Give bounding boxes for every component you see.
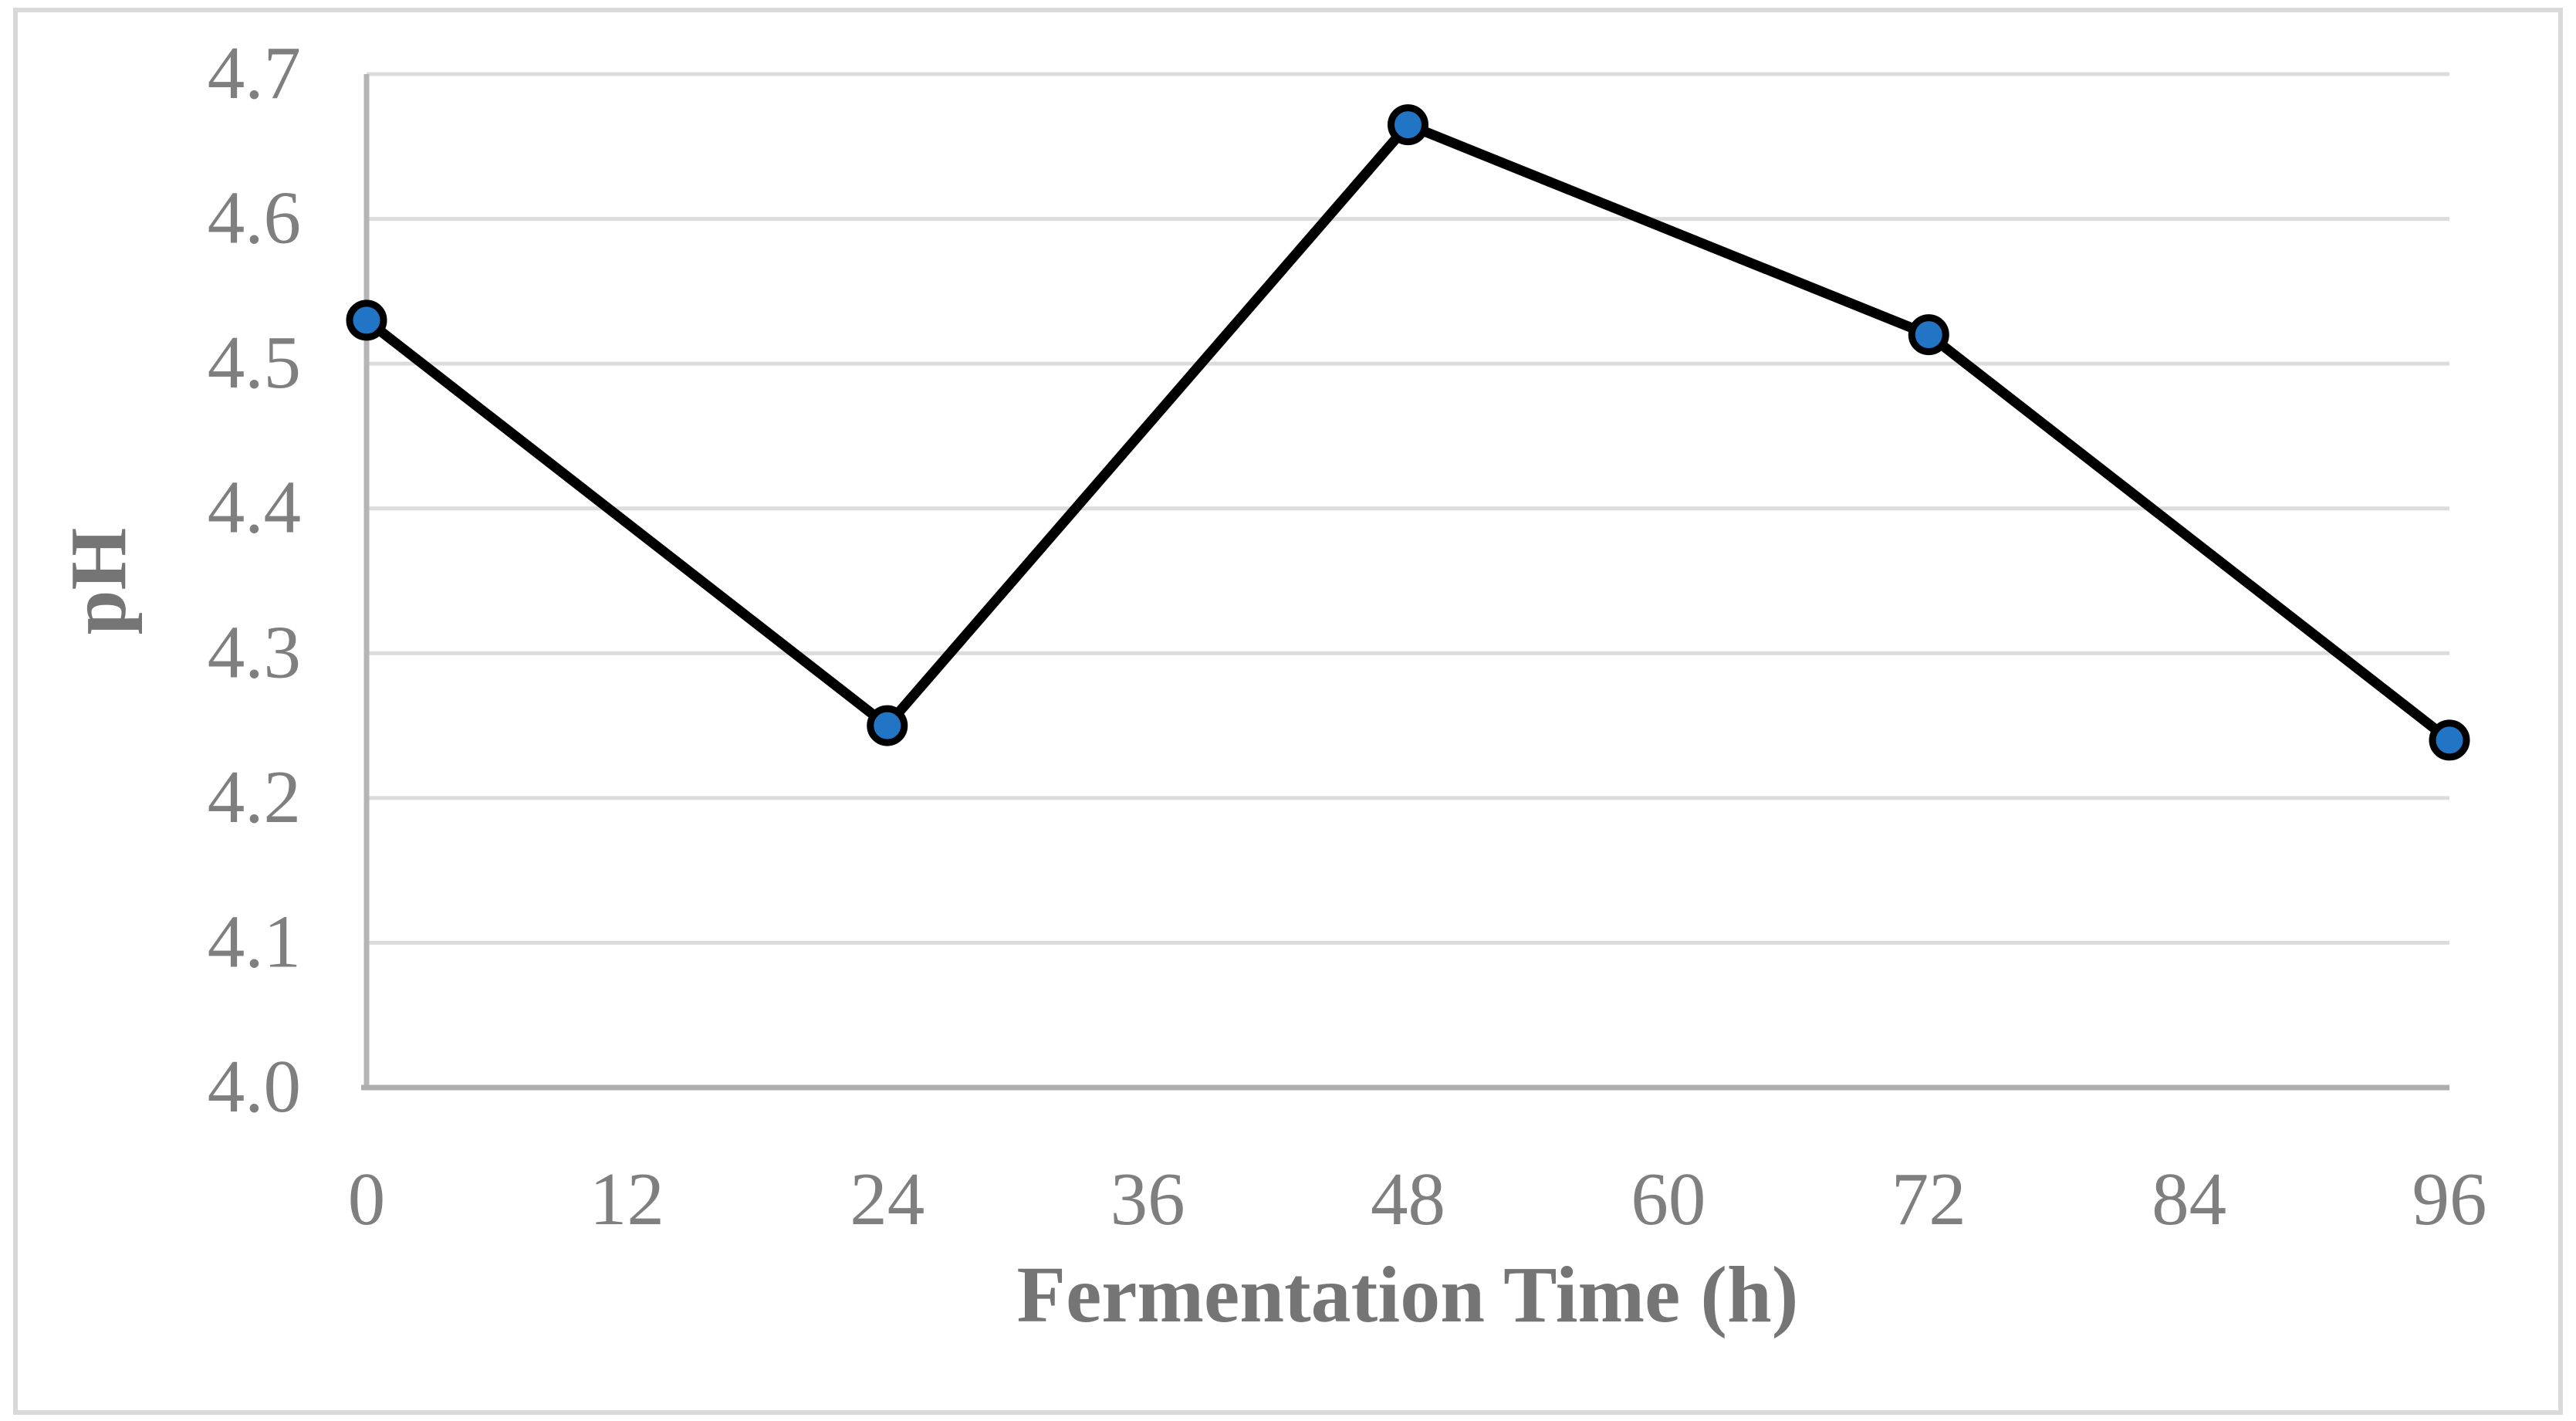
- y-tick-label-4.7: 4.7: [208, 32, 301, 114]
- y-tick-label-4.5: 4.5: [208, 321, 301, 404]
- x-axis-title: Fermentation Time (h): [1017, 1250, 1799, 1339]
- y-axis-tick-labels: 4.0 4.1 4.2 4.3 4.4 4.5 4.6 4.7: [208, 32, 301, 1128]
- x-tick-label-12: 12: [590, 1158, 664, 1240]
- x-tick-label-0: 0: [348, 1158, 386, 1240]
- x-tick-label-96: 96: [2412, 1158, 2487, 1240]
- y-tick-label-4.0: 4.0: [208, 1045, 301, 1128]
- series-layer: [346, 104, 2470, 761]
- gridlines: [367, 72, 2449, 945]
- x-tick-label-48: 48: [1371, 1158, 1445, 1240]
- y-tick-label-4.1: 4.1: [208, 900, 301, 983]
- data-point-marker-0h: [346, 299, 387, 341]
- data-point-marker-24h: [867, 705, 908, 746]
- x-tick-label-72: 72: [1891, 1158, 1966, 1240]
- x-tick-label-60: 60: [1631, 1158, 1706, 1240]
- y-tick-label-4.4: 4.4: [208, 466, 301, 549]
- x-tick-label-84: 84: [2152, 1158, 2226, 1240]
- x-axis-tick-labels: 0 12 24 36 48 60 72 84 96: [348, 1158, 2487, 1240]
- x-tick-label-36: 36: [1111, 1158, 1185, 1240]
- data-point-marker-72h: [1908, 314, 1949, 356]
- y-axis-title: pH: [54, 528, 143, 635]
- data-point-marker-96h: [2429, 719, 2470, 761]
- y-tick-label-4.3: 4.3: [208, 611, 301, 693]
- figure-border: [13, 8, 2563, 1415]
- y-tick-label-4.6: 4.6: [208, 177, 301, 259]
- data-point-marker-48h: [1388, 104, 1428, 146]
- x-tick-label-24: 24: [850, 1158, 925, 1240]
- axes: [361, 74, 2449, 1091]
- y-tick-label-4.2: 4.2: [208, 756, 301, 838]
